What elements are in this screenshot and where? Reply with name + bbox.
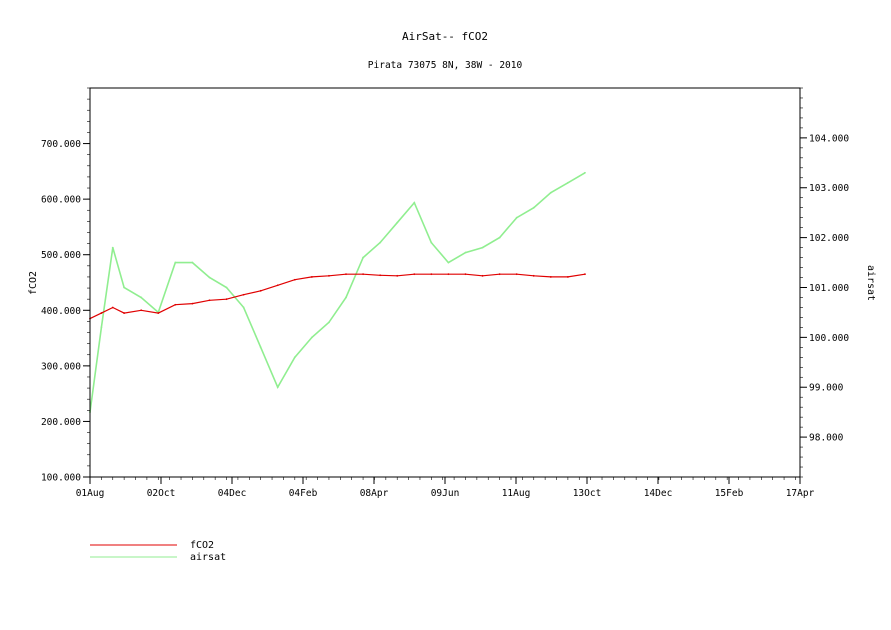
series-line-airsat <box>89 172 586 413</box>
x-tick-label: 04Feb <box>289 488 318 499</box>
data-point-fco2 <box>362 273 364 276</box>
data-point-fco2 <box>379 274 382 277</box>
data-point-airsat <box>111 246 114 249</box>
y-left-tick-label: 300.000 <box>41 361 81 372</box>
data-point-airsat <box>225 286 228 289</box>
data-point-airsat <box>430 241 433 244</box>
legend-label-airsat: airsat <box>190 552 226 563</box>
data-point-airsat <box>208 276 211 279</box>
y-left-tick-label: 400.000 <box>41 306 81 317</box>
y-right-tick-label: 99.000 <box>809 383 844 394</box>
y-right-axis-label: airsat <box>865 265 876 301</box>
data-point-fco2 <box>464 273 467 276</box>
x-tick-label: 02Oct <box>147 488 176 499</box>
y-left-tick-label: 600.000 <box>41 195 81 206</box>
data-point-airsat <box>328 321 330 324</box>
y-left-axis-label: fCO2 <box>28 271 39 295</box>
y-right-tick-label: 103.000 <box>809 183 849 194</box>
y-right-tick-label: 100.000 <box>809 333 849 344</box>
data-point-airsat <box>481 246 484 249</box>
data-point-airsat <box>549 191 552 194</box>
data-point-airsat <box>498 236 501 239</box>
data-point-fco2 <box>310 276 313 278</box>
data-point-airsat <box>413 201 416 204</box>
y-left-tick-label: 200.000 <box>41 417 81 428</box>
chart-title: AirSat-- fCO2 <box>402 30 488 43</box>
y-left-tick-label: 100.000 <box>41 473 81 484</box>
x-tick-label: 11Aug <box>502 488 531 499</box>
data-point-airsat <box>362 256 364 259</box>
data-point-fco2 <box>430 273 433 276</box>
data-point-fco2 <box>549 276 552 278</box>
data-point-airsat <box>100 326 103 329</box>
data-point-airsat <box>515 216 518 219</box>
y-right-tick-label: 104.000 <box>809 133 849 144</box>
x-tick-label: 04Dec <box>218 488 247 499</box>
data-point-fco2 <box>566 276 569 278</box>
data-point-fco2 <box>447 273 450 276</box>
data-point-fco2 <box>396 274 399 277</box>
data-point-airsat <box>566 181 569 184</box>
data-point-airsat <box>532 206 535 209</box>
x-tick-label: 14Dec <box>644 488 673 499</box>
data-point-fco2 <box>174 303 177 306</box>
data-point-fco2 <box>345 273 347 276</box>
data-point-fco2 <box>515 273 518 276</box>
y-left-tick-label: 500.000 <box>41 250 81 261</box>
data-point-fco2 <box>498 273 501 276</box>
data-point-fco2 <box>225 298 228 301</box>
data-point-airsat <box>379 241 382 244</box>
x-tick-label: 08Apr <box>360 488 389 499</box>
x-tick-label: 01Aug <box>76 488 105 499</box>
data-point-airsat <box>396 221 399 224</box>
data-point-fco2 <box>157 312 160 314</box>
data-point-airsat <box>447 261 450 264</box>
data-point-fco2 <box>259 289 262 292</box>
data-point-airsat <box>310 336 313 339</box>
data-point-fco2 <box>191 302 194 305</box>
legend: fCO2 airsat <box>90 540 226 563</box>
data-point-airsat <box>191 261 194 264</box>
data-point-fco2 <box>123 312 126 314</box>
data-point-airsat <box>464 251 467 254</box>
y-right-tick-label: 98.000 <box>809 433 844 444</box>
data-point-fco2 <box>328 274 330 277</box>
data-point-fco2 <box>111 306 114 309</box>
y-left-tick-label: 700.000 <box>41 139 81 150</box>
data-point-fco2 <box>208 299 211 302</box>
data-point-fco2 <box>276 284 279 287</box>
data-point-airsat <box>293 356 296 359</box>
data-point-fco2 <box>140 309 143 312</box>
data-point-airsat <box>174 261 177 264</box>
y-right-tick-label: 102.000 <box>809 233 849 244</box>
data-point-fco2 <box>532 274 535 277</box>
data-point-airsat <box>276 386 279 389</box>
data-point-fco2 <box>413 273 416 276</box>
data-point-fco2 <box>584 273 586 276</box>
data-point-airsat <box>345 296 347 299</box>
data-point-airsat <box>584 171 586 174</box>
series-layer <box>89 171 586 414</box>
axes-layer: 01Aug 02Oct 04Dec 04Feb 08Apr 09Jun 11Aug 13Oct… <box>41 87 849 499</box>
data-point-airsat <box>123 286 126 289</box>
data-point-airsat <box>259 346 262 349</box>
x-tick-label: 09Jun <box>431 488 460 499</box>
chart-subtitle: Pirata 73075 8N, 38W - 2010 <box>368 60 523 71</box>
data-point-fco2 <box>242 293 245 296</box>
x-tick-label: 15Feb <box>715 488 744 499</box>
data-point-fco2 <box>100 312 103 314</box>
data-point-fco2 <box>293 278 296 281</box>
x-tick-label: 17Apr <box>786 488 815 499</box>
plot-frame <box>89 87 801 478</box>
legend-label-fco2: fCO2 <box>190 540 214 551</box>
data-point-airsat <box>140 296 143 299</box>
y-right-tick-label: 101.000 <box>809 283 849 294</box>
data-point-airsat <box>242 306 245 309</box>
data-point-fco2 <box>481 274 484 277</box>
x-tick-label: 13Oct <box>573 488 602 499</box>
